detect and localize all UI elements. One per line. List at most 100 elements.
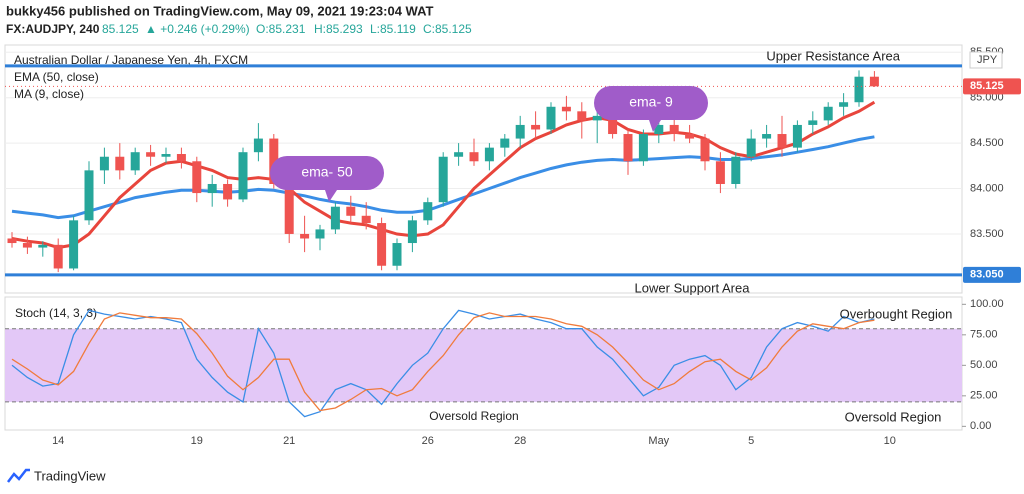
candle-body xyxy=(685,134,695,139)
candle-body xyxy=(608,115,618,135)
candle-body xyxy=(762,134,772,139)
symbol: FX:AUDJPY, 240 xyxy=(6,22,100,36)
x-tick-label: 21 xyxy=(283,435,295,447)
candle-body xyxy=(561,106,571,112)
price-tag-label: 85.125 xyxy=(970,80,1004,92)
price-tag-label: 83.050 xyxy=(970,269,1004,281)
candle-body xyxy=(130,152,140,171)
candle-body xyxy=(192,161,202,194)
candle-body xyxy=(284,183,294,234)
level-label: Lower Support Area xyxy=(635,280,751,295)
candle-body xyxy=(7,238,17,244)
callout-label: ema- 50 xyxy=(301,164,353,180)
ohlc-open: O:85.231 xyxy=(256,22,306,36)
candle-body xyxy=(808,120,818,125)
candle-body xyxy=(792,124,802,148)
publisher: bukky456 published on TradingView.com, M… xyxy=(6,3,434,18)
candle-body xyxy=(500,138,510,148)
legend-entry: EMA (50, close) xyxy=(14,70,99,84)
price: 85.125 xyxy=(102,22,139,36)
band xyxy=(5,328,962,402)
y-tick-label: 75.00 xyxy=(970,329,998,341)
y-tick-label: 25.00 xyxy=(970,390,998,402)
candle-body xyxy=(69,220,79,269)
candle-body xyxy=(715,161,725,184)
candle-body xyxy=(223,183,233,200)
x-tick-label: 14 xyxy=(52,435,64,447)
ohlc-high: H:85.293 xyxy=(314,22,363,36)
candle-body xyxy=(839,102,849,107)
candle-body xyxy=(392,243,402,266)
y-tick-label: 0.00 xyxy=(970,420,991,432)
candle-body xyxy=(515,124,525,139)
candle-body xyxy=(638,134,648,162)
candle-body xyxy=(407,220,417,244)
candle-body xyxy=(854,76,864,103)
price-tag xyxy=(963,78,1021,95)
candle-body xyxy=(484,147,494,162)
legend-entry: MA (9, close) xyxy=(14,87,84,101)
y-tick-label: 84.000 xyxy=(970,182,1004,194)
region-label: Oversold Region xyxy=(429,409,518,423)
candle-body xyxy=(438,156,448,203)
candle-body xyxy=(38,244,48,248)
candle-body xyxy=(592,115,602,121)
candle-body xyxy=(99,156,109,171)
callout-label: ema- 9 xyxy=(629,94,673,110)
x-tick-label: 28 xyxy=(514,435,526,447)
candle-body xyxy=(731,156,741,184)
change: ▲ +0.246 (+0.29%) xyxy=(145,22,250,36)
candle-body xyxy=(161,154,171,157)
level-label: Upper Resistance Area xyxy=(766,48,900,63)
price-panel xyxy=(4,44,963,294)
candle-body xyxy=(361,215,371,224)
y-tick-label: 84.500 xyxy=(970,137,1004,149)
candle-body xyxy=(238,152,248,200)
candle-body xyxy=(654,124,664,135)
region-label: Overbought Region xyxy=(840,306,953,321)
ohlc-low: L:85.119 xyxy=(370,22,416,36)
candle-body xyxy=(777,134,787,148)
region-label: Oversold Region xyxy=(845,409,942,424)
currency: JPY xyxy=(977,54,998,66)
candle-body xyxy=(346,206,356,216)
candle-body xyxy=(146,152,156,157)
x-tick-label: 10 xyxy=(884,435,896,447)
y-tick-label: 100.00 xyxy=(970,298,1004,310)
y-tick-label: 50.00 xyxy=(970,359,998,371)
candle-body xyxy=(669,124,679,135)
candle-body xyxy=(53,244,63,269)
candle-body xyxy=(84,170,94,221)
y-tick-label: 85.000 xyxy=(970,92,1004,104)
y-tick-label: 83.500 xyxy=(970,228,1004,240)
x-tick-label: 19 xyxy=(191,435,203,447)
candle-body xyxy=(700,138,710,162)
candle-body xyxy=(454,152,464,157)
currency-box xyxy=(969,51,1003,69)
x-tick-label: May xyxy=(648,435,669,447)
candle-body xyxy=(469,152,479,162)
callout xyxy=(270,156,384,202)
candle-body xyxy=(22,243,32,248)
stoch-title: Stoch (14, 3, 3) xyxy=(15,306,97,320)
candle-body xyxy=(330,206,340,230)
candle-body xyxy=(269,138,279,184)
brand-logo xyxy=(7,468,30,483)
candle-body xyxy=(253,138,263,153)
series-line xyxy=(11,312,875,412)
candle-body xyxy=(577,111,587,121)
series-line xyxy=(11,100,876,250)
candle-body xyxy=(115,156,125,171)
candle-body xyxy=(869,76,879,87)
x-tick-label: 26 xyxy=(422,435,434,447)
candle-body xyxy=(315,229,325,239)
candle-body xyxy=(377,223,387,266)
candle-body xyxy=(823,106,833,121)
candle-body xyxy=(623,134,633,162)
candle-body xyxy=(300,233,310,239)
candle-body xyxy=(531,124,541,130)
brand: TradingView xyxy=(34,468,106,483)
chart-title: Australian Dollar / Japanese Yen, 4h, FX… xyxy=(14,53,248,67)
